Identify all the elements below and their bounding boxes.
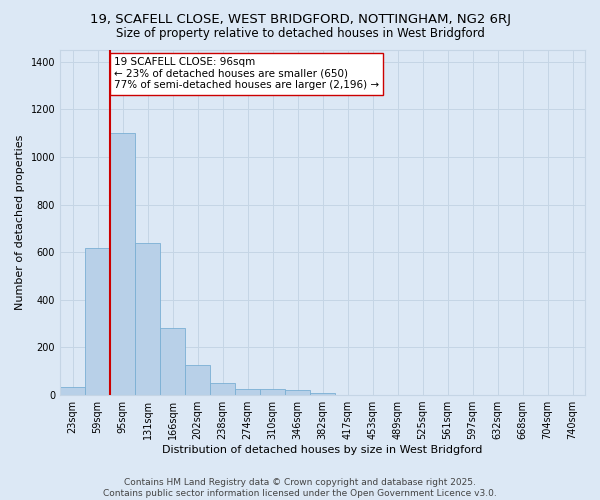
Bar [135, 243, 160, 395]
Text: 19, SCAFELL CLOSE, WEST BRIDGFORD, NOTTINGHAM, NG2 6RJ: 19, SCAFELL CLOSE, WEST BRIDGFORD, NOTTI… [89, 12, 511, 26]
Y-axis label: Number of detached properties: Number of detached properties [15, 135, 25, 310]
X-axis label: Distribution of detached houses by size in West Bridgford: Distribution of detached houses by size … [163, 445, 483, 455]
Text: Contains HM Land Registry data © Crown copyright and database right 2025.
Contai: Contains HM Land Registry data © Crown c… [103, 478, 497, 498]
Bar [260, 389, 285, 395]
Bar [285, 390, 310, 395]
Bar [310, 392, 335, 395]
Text: Size of property relative to detached houses in West Bridgford: Size of property relative to detached ho… [116, 28, 484, 40]
Bar [110, 134, 135, 395]
Bar [235, 389, 260, 395]
Bar [85, 248, 110, 395]
Bar [60, 387, 85, 395]
Text: 19 SCAFELL CLOSE: 96sqm
← 23% of detached houses are smaller (650)
77% of semi-d: 19 SCAFELL CLOSE: 96sqm ← 23% of detache… [114, 57, 379, 90]
Bar [185, 366, 210, 395]
Bar [160, 328, 185, 395]
Bar [210, 383, 235, 395]
